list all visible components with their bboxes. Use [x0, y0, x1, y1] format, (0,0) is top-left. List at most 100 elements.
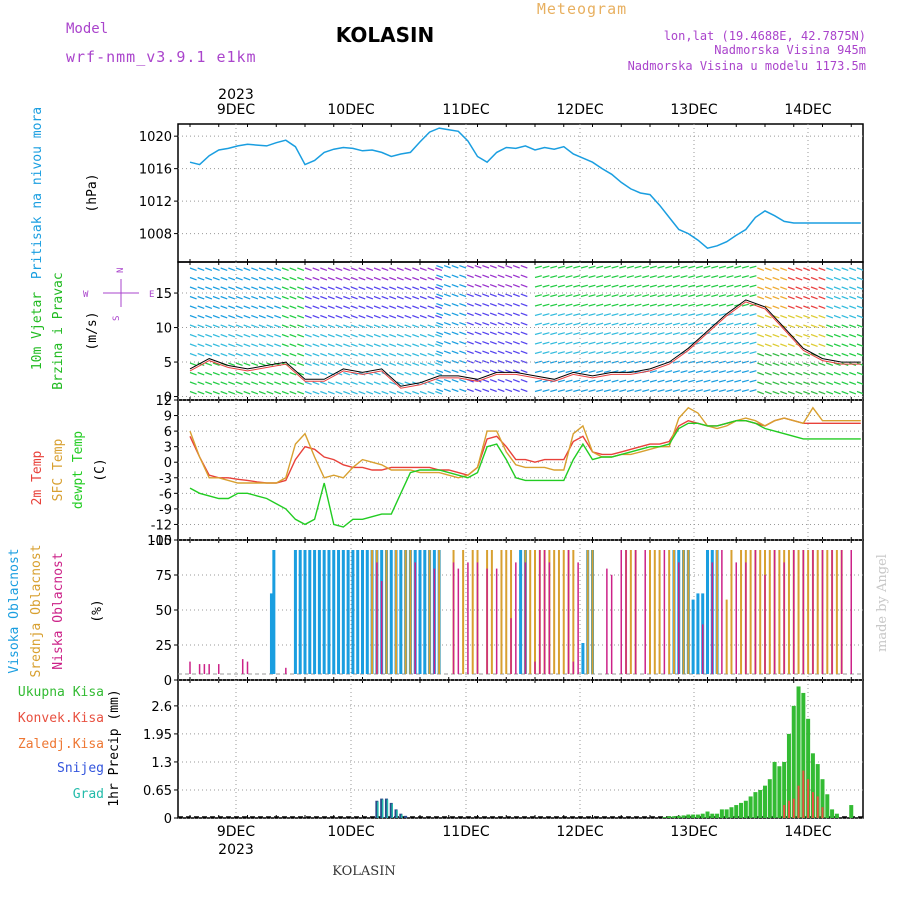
wind-barb: [251, 352, 259, 357]
wind-barb: [419, 333, 427, 338]
wind-barb: [466, 331, 474, 336]
total-precip-bar: [782, 761, 787, 818]
wind-barb: [657, 341, 665, 345]
wind-barb: [343, 381, 351, 385]
wind-barb: [482, 293, 490, 298]
wind-barb: [603, 370, 611, 374]
total-precip-bar: [777, 766, 782, 818]
mid-cloud-bar: [826, 550, 829, 674]
wind-barb: [672, 370, 680, 374]
low-cloud-bar: [606, 568, 608, 674]
wind-barb: [865, 278, 872, 280]
wind-barb: [580, 294, 588, 298]
wind-barb: [780, 333, 788, 338]
wind-barb: [787, 381, 795, 385]
wind-barb: [497, 274, 505, 279]
wind-barb: [235, 371, 243, 376]
wind-barb: [665, 351, 673, 355]
wind-barb: [212, 381, 220, 385]
wind-barb: [841, 295, 849, 300]
wind-barb: [550, 341, 558, 345]
wind-barb: [489, 312, 497, 317]
wind-barb: [542, 275, 550, 279]
wind-barb: [412, 333, 420, 338]
wind-barb: [435, 390, 443, 395]
wind-barb: [749, 284, 757, 288]
wind-barb: [626, 275, 634, 279]
wind-barb: [220, 352, 228, 357]
wind-barb: [833, 352, 841, 357]
pressure-unit: (hPa): [85, 173, 100, 212]
wind-barb: [304, 305, 312, 309]
low-cloud-bar: [208, 664, 210, 674]
wind-barb: [228, 362, 236, 366]
wind-barb: [366, 390, 374, 395]
low-cloud-bar: [246, 661, 249, 674]
wind-barb: [343, 305, 351, 309]
total-precip-bar: [695, 814, 700, 818]
wind-barb: [818, 381, 826, 385]
wind-barb: [557, 313, 565, 317]
mid-cloud-bar: [557, 550, 560, 674]
conv-precip-bar: [811, 792, 814, 818]
wind-barb: [466, 303, 474, 307]
bottom-day-label: 13DEC: [670, 824, 717, 840]
low-cloud-bar: [793, 550, 795, 674]
wind-barb: [642, 322, 650, 326]
pressure-label: Pritisak na nivou mora: [30, 107, 45, 279]
wind-barb: [266, 324, 274, 328]
wind-barb: [534, 313, 542, 317]
wind-barb: [412, 276, 420, 281]
wind-barb: [772, 390, 780, 395]
wind-barb: [358, 295, 366, 300]
wind-barb: [741, 351, 749, 355]
wind-barb: [626, 389, 634, 393]
wind-barb: [435, 343, 443, 347]
wind-barb: [436, 379, 444, 383]
wind-barb: [297, 295, 305, 300]
wind-barb: [849, 295, 857, 300]
y-tick-label: 50: [155, 604, 172, 619]
wind-barb: [803, 295, 811, 300]
cloud-panel: 100 75 50 25 0: [147, 534, 863, 689]
wind-barb: [865, 344, 872, 346]
wind-barb: [780, 314, 788, 319]
wind-barb: [228, 381, 236, 385]
wind-barb: [649, 294, 657, 298]
wind-barb: [389, 333, 397, 338]
wind-barb: [320, 371, 328, 376]
wind-barb: [289, 362, 297, 366]
wind-barb: [810, 343, 818, 347]
grad-bar: [401, 814, 403, 818]
wind-barb: [505, 379, 513, 383]
wind-barb: [489, 379, 497, 383]
wind-barb: [474, 341, 482, 345]
mid-cloud-bar: [505, 550, 508, 674]
top-day-label: 13DEC: [670, 102, 717, 118]
wind-barb: [833, 267, 841, 271]
wind-barb: [289, 324, 297, 328]
wind-barb: [580, 351, 588, 355]
wind-barb: [573, 303, 581, 307]
wind-barb: [826, 381, 834, 385]
wind-barb: [573, 275, 581, 279]
wind-barb: [741, 294, 749, 298]
low-cloud-bar: [414, 562, 416, 674]
wind-barb: [726, 294, 734, 298]
wind-barb: [220, 333, 228, 338]
wind-barb: [243, 305, 251, 309]
wind-barb: [703, 284, 711, 288]
wind-barb: [550, 313, 558, 317]
wind-barb: [205, 314, 213, 319]
wind-barb: [220, 267, 228, 271]
wind-barb: [443, 303, 451, 307]
wind-barb: [320, 381, 328, 385]
wind-barb: [787, 352, 795, 357]
wind-barb: [550, 351, 558, 355]
wind-barb: [235, 324, 243, 328]
low-cloud-bar: [821, 550, 824, 674]
wind-barb: [427, 286, 435, 290]
wind-barb: [404, 343, 412, 347]
wind-barb: [695, 265, 703, 269]
wind-barb: [711, 313, 719, 317]
